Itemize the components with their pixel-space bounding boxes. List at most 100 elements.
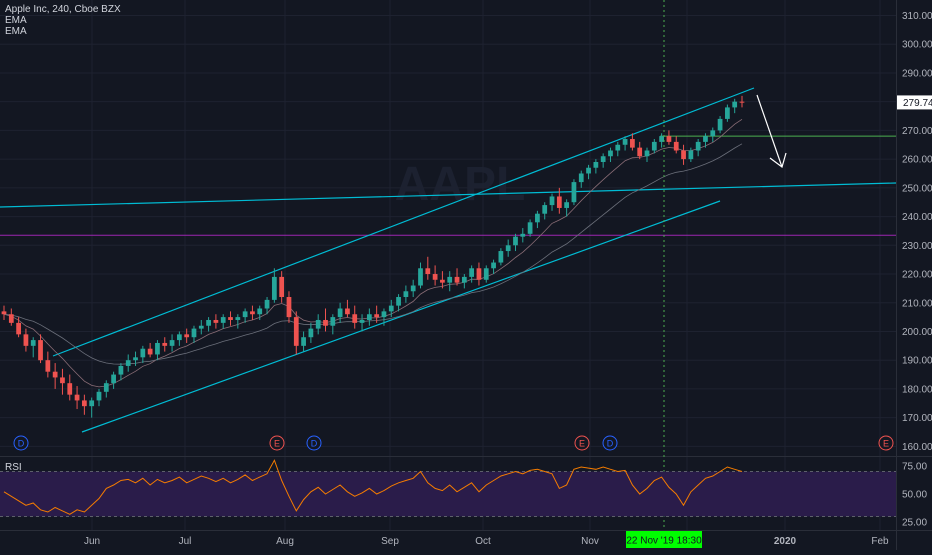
event-marker bbox=[602, 435, 618, 451]
candle-body bbox=[89, 400, 95, 407]
candle-body bbox=[257, 308, 263, 315]
crosshair-time-badge bbox=[626, 531, 702, 548]
candle-body bbox=[359, 319, 365, 323]
time-axis-tick: 2020 bbox=[774, 536, 797, 547]
candle-body bbox=[673, 141, 679, 151]
candle-body bbox=[293, 317, 299, 346]
candle-body bbox=[630, 139, 635, 148]
candle-body bbox=[688, 150, 694, 160]
candle-body bbox=[527, 222, 533, 234]
candle-body bbox=[586, 167, 591, 174]
event-marker bbox=[574, 435, 590, 451]
candle-body bbox=[608, 150, 613, 157]
candle-body bbox=[425, 268, 431, 275]
candle-body bbox=[242, 311, 248, 318]
candle-body bbox=[440, 279, 445, 283]
event-marker-label: D bbox=[311, 439, 318, 449]
channel-upper bbox=[52, 87, 755, 357]
chart-legend: Apple Inc, 240, Cboe BZX EMA EMA bbox=[5, 4, 121, 37]
candle-body bbox=[8, 314, 14, 323]
price-axis-tick: 170.00 bbox=[902, 413, 932, 424]
event-marker bbox=[878, 435, 894, 451]
candle-body bbox=[469, 268, 475, 277]
last-price-badge bbox=[897, 95, 932, 110]
candle-body bbox=[235, 317, 241, 320]
candle-body bbox=[30, 340, 36, 346]
candle-body bbox=[74, 394, 80, 401]
candle-body bbox=[140, 348, 146, 358]
time-axis-tick: Nov bbox=[581, 536, 599, 547]
candle-body bbox=[637, 147, 643, 157]
time-axis-tick: Jun bbox=[84, 536, 100, 547]
candle-body bbox=[403, 291, 409, 298]
candle-body bbox=[191, 328, 197, 338]
candle-body bbox=[23, 334, 29, 346]
event-marker-label: E bbox=[579, 439, 585, 449]
candle-body bbox=[374, 314, 380, 318]
candle-body bbox=[739, 101, 745, 103]
candle-body bbox=[16, 322, 21, 335]
channel-lower bbox=[81, 200, 721, 433]
rsi-line bbox=[3, 459, 743, 515]
candle-body bbox=[366, 314, 372, 320]
candle-body bbox=[82, 400, 87, 407]
forecast-arrow-shaft bbox=[756, 94, 783, 168]
candle-body bbox=[111, 374, 116, 384]
candle-body bbox=[666, 136, 672, 142]
price-axis-tick: 210.00 bbox=[902, 298, 932, 309]
price-axis-tick: 200.00 bbox=[902, 327, 932, 338]
candle-body bbox=[571, 182, 577, 203]
ema-legend-1[interactable]: EMA bbox=[5, 15, 27, 26]
candle-body bbox=[323, 319, 328, 326]
candle-body bbox=[67, 383, 73, 395]
candle-body bbox=[345, 308, 350, 315]
candle-body bbox=[147, 348, 153, 355]
candle-body bbox=[118, 365, 124, 375]
candle-body bbox=[593, 161, 599, 168]
candle-body bbox=[520, 233, 526, 237]
candle-body bbox=[315, 319, 321, 329]
time-axis-tick: Oct bbox=[475, 536, 491, 547]
last-price-label: 279.74 bbox=[903, 98, 932, 109]
ema-legend-2[interactable]: EMA bbox=[5, 26, 27, 37]
candle-body bbox=[505, 245, 511, 252]
price-axis-tick: 160.00 bbox=[902, 442, 932, 453]
rsi-axis-tick: 50.00 bbox=[902, 490, 927, 501]
watermark: AAPL bbox=[395, 158, 526, 211]
candle-body bbox=[228, 317, 233, 320]
candle-body bbox=[549, 196, 555, 206]
candle-body bbox=[600, 156, 606, 162]
price-axis-tick: 260.00 bbox=[902, 155, 932, 166]
candle-body bbox=[454, 276, 460, 283]
candle-body bbox=[169, 340, 175, 346]
candle-body bbox=[732, 101, 738, 108]
event-marker-label: E bbox=[883, 439, 889, 449]
price-axis-tick: 270.00 bbox=[902, 126, 932, 137]
candle-body bbox=[1, 311, 7, 315]
rsi-axis-tick: 25.00 bbox=[902, 518, 927, 529]
candle-body bbox=[213, 319, 219, 323]
candle-body bbox=[578, 173, 584, 183]
symbol-title[interactable]: Apple Inc, 240, Cboe BZX bbox=[5, 4, 121, 15]
candle-body bbox=[264, 299, 270, 309]
candle-body bbox=[38, 340, 43, 361]
price-axis-tick: 190.00 bbox=[902, 356, 932, 367]
price-axis-tick: 220.00 bbox=[902, 270, 932, 281]
candle-body bbox=[432, 274, 438, 280]
price-axis-tick: 310.00 bbox=[902, 11, 932, 22]
rsi-axis-tick: 75.00 bbox=[902, 461, 927, 472]
candle-body bbox=[52, 371, 58, 378]
rsi-band bbox=[0, 471, 896, 517]
candle-body bbox=[301, 337, 306, 346]
price-axis-tick: 230.00 bbox=[902, 241, 932, 252]
price-axis-tick: 250.00 bbox=[902, 183, 932, 194]
candle-body bbox=[615, 144, 621, 151]
trendline-long bbox=[0, 182, 897, 208]
candle-body bbox=[381, 311, 387, 318]
candle-body bbox=[396, 297, 401, 306]
candle-body bbox=[125, 360, 131, 366]
price-axis-tick: 300.00 bbox=[902, 40, 932, 51]
candle-body bbox=[710, 130, 716, 137]
